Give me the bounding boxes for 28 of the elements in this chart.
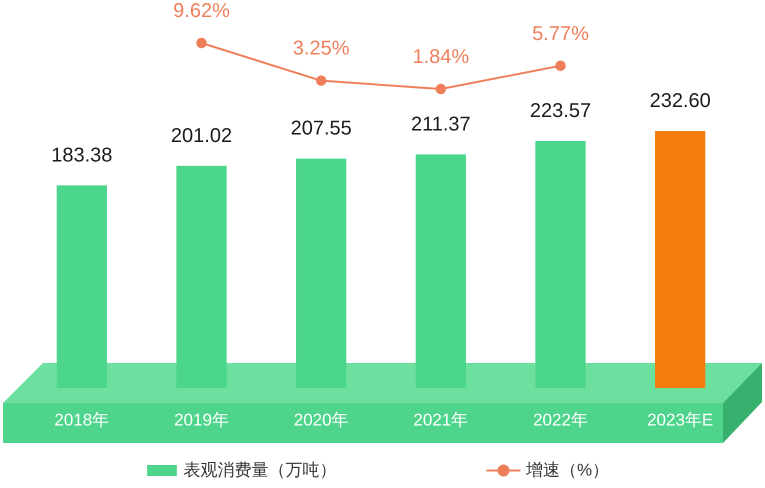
x-tick-label: 2019年 [174, 410, 229, 430]
x-tick-label: 2023年E [647, 410, 714, 430]
data-label: 232.60 [650, 90, 711, 112]
bar [296, 158, 346, 388]
bar [56, 185, 107, 388]
data-label: 183.38 [51, 144, 112, 166]
point [316, 75, 326, 86]
x-tick-label: 2021年 [413, 410, 468, 430]
x-tick-label: 2018年 [54, 410, 110, 430]
point [196, 38, 207, 48]
data-label: 3.25% [292, 38, 350, 60]
point [555, 60, 566, 71]
bar [655, 130, 706, 388]
bar [176, 166, 227, 388]
data-label: 211.37 [410, 113, 471, 136]
legend-label: 增速（%） [525, 460, 610, 480]
x-tick-label: 2020年 [294, 410, 349, 430]
data-label: 5.77% [532, 22, 590, 45]
data-label: 1.84% [412, 46, 470, 68]
data-label: 223.57 [530, 100, 592, 122]
data-label: 207.55 [290, 118, 352, 140]
data-label: 9.62% [173, 0, 230, 22]
point [436, 84, 446, 94]
data-label: 201.02 [170, 124, 232, 147]
x-tick-label: 2022年 [533, 410, 588, 430]
bar [535, 140, 586, 388]
legend-label: 表观消费量（万吨） [184, 460, 336, 480]
bar [416, 154, 466, 388]
